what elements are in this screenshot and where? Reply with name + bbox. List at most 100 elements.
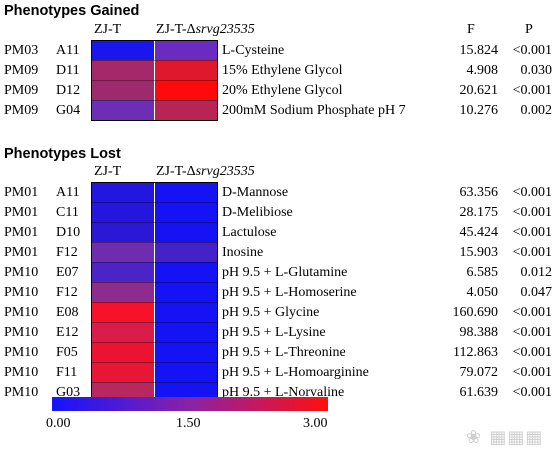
row-description: pH 9.5 + Glycine: [222, 305, 320, 320]
heatmap-cell-zjt: [91, 322, 154, 342]
row-plate: PM01: [4, 225, 39, 240]
row-plate: PM09: [4, 63, 39, 78]
row-description: pH 9.5 + L-Homoserine: [222, 285, 357, 300]
row-description: Lactulose: [222, 225, 277, 240]
scale-tick-max: 3.00: [303, 416, 328, 431]
row-plate: PM03: [4, 43, 39, 58]
row-description: Inosine: [222, 245, 264, 260]
heatmap-cell-zjt: [91, 282, 154, 302]
row-p-value: <0.001: [512, 225, 552, 240]
row-p-value: <0.001: [512, 245, 552, 260]
lost-col-right-italic: srvg23535: [195, 164, 255, 179]
row-p-value: 0.002: [520, 103, 553, 118]
heatmap-row-divider: [91, 382, 218, 383]
row-well: D12: [56, 83, 81, 98]
row-f-value: 10.276: [459, 103, 499, 118]
heatmap-cell-mutant: [155, 362, 218, 382]
heatmap-row-divider: [91, 342, 218, 343]
gained-col-right-prefix: ZJ-T-Δ: [156, 22, 196, 37]
row-f-value: 45.424: [459, 225, 499, 240]
heatmap-cell-zjt: [91, 202, 154, 222]
row-well: D10: [56, 225, 81, 240]
row-plate: PM01: [4, 185, 39, 200]
f-header: F: [467, 22, 475, 37]
row-plate: PM01: [4, 205, 39, 220]
row-f-value: 4.050: [466, 285, 499, 300]
row-p-value: <0.001: [512, 345, 552, 360]
heatmap-row-divider: [91, 222, 218, 223]
row-plate: PM10: [4, 385, 39, 400]
row-plate: PM10: [4, 265, 39, 280]
heatmap-row-divider: [91, 302, 218, 303]
row-well: A11: [56, 43, 80, 58]
row-p-value: <0.001: [512, 365, 552, 380]
gained-col-right-header: ZJ-T-Δsrvg23535: [156, 22, 255, 38]
heatmap-cell-zjt: [91, 80, 154, 100]
heatmap-cell-mutant: [155, 282, 218, 302]
row-plate: PM10: [4, 365, 39, 380]
row-description: 200mM Sodium Phosphate pH 7: [222, 103, 406, 118]
row-p-value: <0.001: [512, 43, 552, 58]
heatmap-row-divider: [91, 80, 218, 81]
heatmap-frame: [91, 182, 218, 403]
heatmap-cell-mutant: [155, 342, 218, 362]
row-p-value: <0.001: [512, 205, 552, 220]
heatmap-cell-mutant: [155, 222, 218, 242]
row-f-value: 79.072: [459, 365, 499, 380]
heatmap-frame: [91, 40, 218, 121]
heatmap-cell-zjt: [91, 342, 154, 362]
heatmap-cell-mutant: [155, 262, 218, 282]
heatmap-cell-zjt: [91, 182, 154, 202]
row-well: F12: [56, 245, 78, 260]
row-plate: PM10: [4, 305, 39, 320]
heatmap-row-divider: [91, 242, 218, 243]
row-f-value: 6.585: [466, 265, 499, 280]
row-f-value: 20.621: [459, 83, 499, 98]
row-p-value: <0.001: [512, 385, 552, 400]
heatmap-cell-mutant: [155, 100, 218, 120]
row-f-value: 15.903: [459, 245, 499, 260]
watermark-logo: ❀ ▦▦▦: [466, 427, 544, 448]
row-f-value: 112.863: [453, 345, 498, 360]
heatmap-cell-zjt: [91, 362, 154, 382]
row-f-value: 61.639: [459, 385, 499, 400]
heatmap-cell-mutant: [155, 302, 218, 322]
row-well: G04: [56, 103, 81, 118]
heatmap-row-divider: [91, 322, 218, 323]
row-description: pH 9.5 + L-Threonine: [222, 345, 346, 360]
heatmap-cell-zjt: [91, 242, 154, 262]
row-well: F05: [56, 345, 78, 360]
row-well: F11: [56, 365, 78, 380]
p-header: P: [525, 22, 533, 37]
heatmap-cell-zjt: [91, 40, 154, 60]
heatmap-row-divider: [91, 282, 218, 283]
heatmap-cell-zjt: [91, 302, 154, 322]
row-p-value: <0.001: [512, 185, 552, 200]
row-plate: PM10: [4, 325, 39, 340]
row-f-value: 28.175: [459, 205, 499, 220]
heatmap-row-divider: [91, 362, 218, 363]
row-f-value: 15.824: [459, 43, 499, 58]
heatmap-row-divider: [91, 262, 218, 263]
row-well: E08: [56, 305, 79, 320]
heatmap-cell-mutant: [155, 322, 218, 342]
heatmap-cell-mutant: [155, 80, 218, 100]
heatmap-cell-mutant: [155, 60, 218, 80]
row-p-value: 0.030: [520, 63, 553, 78]
row-well: E07: [56, 265, 79, 280]
row-f-value: 160.690: [452, 305, 499, 320]
lost-col-left-header: ZJ-T: [94, 164, 122, 179]
row-f-value: 4.908: [466, 63, 499, 78]
row-description: pH 9.5 + L-Homoarginine: [222, 365, 369, 380]
heatmap-cell-mutant: [155, 242, 218, 262]
row-description: 20% Ethylene Glycol: [222, 83, 343, 98]
row-plate: PM09: [4, 83, 39, 98]
row-plate: PM01: [4, 245, 39, 260]
row-plate: PM10: [4, 285, 39, 300]
row-p-value: <0.001: [512, 325, 552, 340]
row-description: 15% Ethylene Glycol: [222, 63, 343, 78]
row-plate: PM10: [4, 345, 39, 360]
row-description: pH 9.5 + L-Norvaline: [222, 385, 345, 400]
heatmap-row-divider: [91, 60, 218, 61]
row-well: G03: [56, 385, 81, 400]
